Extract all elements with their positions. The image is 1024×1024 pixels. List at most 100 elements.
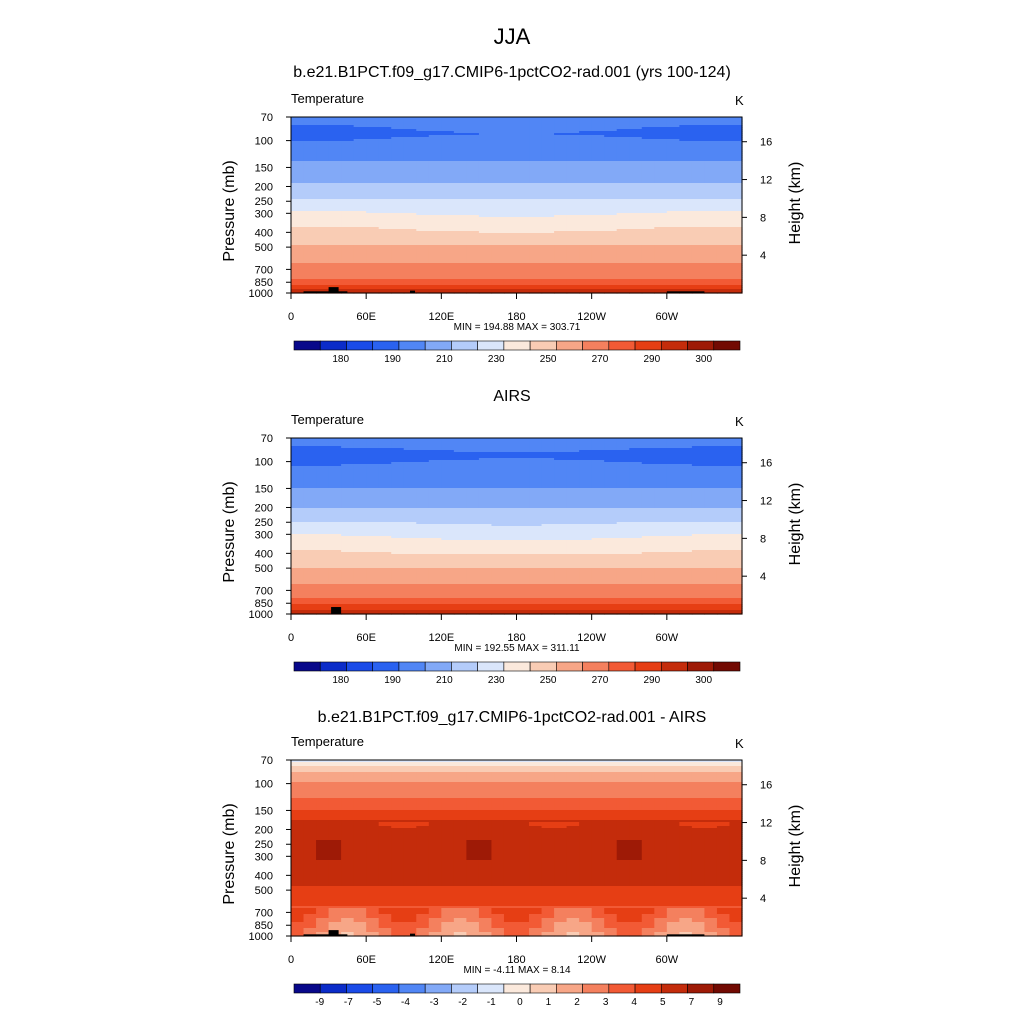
field-cell bbox=[291, 135, 305, 138]
field-cell bbox=[428, 516, 442, 519]
field-cell bbox=[353, 119, 367, 122]
field-cell bbox=[641, 227, 655, 230]
field-cell bbox=[604, 468, 618, 471]
field-cell bbox=[316, 175, 330, 178]
field-cell bbox=[466, 183, 480, 186]
field-cell bbox=[303, 211, 317, 214]
field-cell bbox=[591, 197, 605, 200]
field-cell bbox=[529, 233, 543, 236]
field-cell bbox=[428, 245, 442, 248]
colorbar-swatch bbox=[477, 340, 505, 351]
field-cell bbox=[466, 235, 480, 238]
field-cell bbox=[704, 486, 718, 489]
field-cell bbox=[641, 251, 655, 254]
field-cell bbox=[654, 518, 668, 521]
field-cell bbox=[679, 460, 693, 463]
field-cell bbox=[691, 133, 706, 136]
field-cell bbox=[729, 235, 743, 238]
field-cell bbox=[453, 488, 467, 491]
field-cell bbox=[716, 207, 731, 210]
field-cell bbox=[604, 127, 618, 130]
field-cell bbox=[579, 171, 593, 174]
field-cell bbox=[541, 478, 555, 481]
field-cell bbox=[316, 147, 330, 150]
field-cell bbox=[428, 464, 442, 467]
field-cell bbox=[666, 275, 680, 278]
field-cell bbox=[641, 464, 655, 467]
field-cell bbox=[416, 460, 430, 463]
field-cell bbox=[378, 528, 392, 531]
field-cell bbox=[541, 243, 555, 246]
field-cell bbox=[654, 265, 668, 268]
field-cell bbox=[691, 474, 706, 477]
field-cell bbox=[391, 494, 405, 497]
field-cell bbox=[316, 269, 330, 272]
field-cell bbox=[666, 225, 680, 228]
field-cell bbox=[691, 502, 706, 505]
field-cell bbox=[716, 478, 731, 481]
field-cell bbox=[303, 127, 317, 130]
field-cell bbox=[478, 117, 493, 120]
field-cell bbox=[466, 163, 480, 166]
field-cell bbox=[616, 478, 630, 481]
field-cell bbox=[403, 209, 417, 212]
field-cell bbox=[604, 466, 618, 469]
field-cell bbox=[566, 187, 580, 190]
field-cell bbox=[453, 518, 467, 521]
field-cell bbox=[666, 165, 680, 168]
field-cell bbox=[378, 275, 392, 278]
field-cell bbox=[478, 171, 493, 174]
field-cell bbox=[654, 271, 668, 274]
field-cell bbox=[591, 251, 605, 254]
field-cell bbox=[291, 480, 305, 483]
field-cell bbox=[291, 123, 305, 126]
field-cell bbox=[566, 440, 580, 443]
field-cell bbox=[503, 267, 518, 270]
field-cell bbox=[541, 183, 555, 186]
field-cell bbox=[416, 211, 430, 214]
field-cell bbox=[679, 466, 693, 469]
field-cell bbox=[453, 149, 467, 152]
field-cell bbox=[616, 125, 630, 128]
field-cell bbox=[516, 179, 530, 182]
field-cell bbox=[629, 257, 643, 260]
field-cell bbox=[466, 215, 480, 218]
field-cell bbox=[679, 165, 693, 168]
field-cell bbox=[716, 195, 731, 198]
field-cell bbox=[291, 221, 305, 224]
field-cell bbox=[491, 219, 505, 222]
field-cell bbox=[641, 283, 655, 286]
field-cell bbox=[654, 167, 668, 170]
field-cell bbox=[416, 490, 430, 493]
field-cell bbox=[591, 147, 605, 150]
field-cell bbox=[654, 223, 668, 226]
field-cell bbox=[316, 265, 330, 268]
field-cell bbox=[554, 442, 568, 445]
field-cell bbox=[591, 195, 605, 198]
field-cell bbox=[291, 488, 305, 491]
field-cell bbox=[591, 259, 605, 262]
field-cell bbox=[616, 165, 630, 168]
field-cell bbox=[616, 173, 630, 176]
field-cell bbox=[503, 526, 518, 529]
field-cell bbox=[629, 259, 643, 262]
field-cell bbox=[378, 470, 392, 473]
field-cell bbox=[341, 151, 355, 154]
field-cell bbox=[716, 167, 731, 170]
field-cell bbox=[353, 263, 367, 266]
field-cell bbox=[616, 149, 630, 152]
field-cell bbox=[378, 181, 392, 184]
field-cell bbox=[529, 492, 543, 495]
field-cell bbox=[641, 153, 655, 156]
field-cell bbox=[541, 448, 555, 451]
field-cell bbox=[691, 269, 706, 272]
field-cell bbox=[503, 181, 518, 184]
field-cell bbox=[491, 185, 505, 188]
field-cell bbox=[366, 251, 380, 254]
field-cell bbox=[428, 231, 442, 234]
field-cell bbox=[541, 193, 555, 196]
field-cell bbox=[616, 472, 630, 475]
field-cell bbox=[466, 289, 480, 292]
field-cell bbox=[704, 151, 718, 154]
field-cell bbox=[441, 472, 455, 475]
